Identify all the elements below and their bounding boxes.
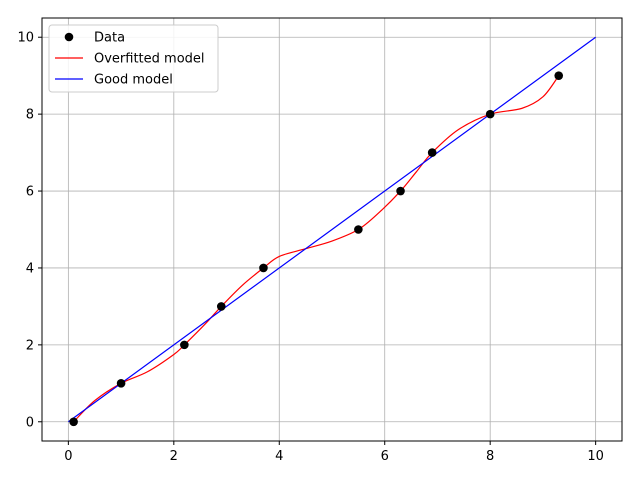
data-point xyxy=(485,109,495,119)
legend-label: Overfitted model xyxy=(94,52,205,67)
y-tick-label: 10 xyxy=(17,31,34,46)
legend-label: Good model xyxy=(94,73,173,88)
y-tick-label: 2 xyxy=(26,338,34,353)
x-tick-label: 0 xyxy=(64,449,72,464)
overfitted-model-line xyxy=(73,75,560,423)
legend: Data Overfitted model Good model xyxy=(48,24,219,93)
data-point xyxy=(216,302,226,311)
axis-ticks: 0 2 4 6 8 10 0 2 4 6 8 10 xyxy=(17,31,603,464)
data-point xyxy=(259,263,268,273)
y-tick-label: 0 xyxy=(26,415,34,430)
plot-series xyxy=(68,36,596,427)
data-point xyxy=(69,417,78,427)
x-tick-label: 4 xyxy=(275,449,283,464)
x-tick-label: 10 xyxy=(587,449,604,464)
legend-box xyxy=(48,24,219,93)
x-tick-label: 6 xyxy=(381,449,389,464)
y-tick-label: 8 xyxy=(26,108,34,123)
data-point xyxy=(427,148,437,157)
plot-area-frame xyxy=(41,17,623,442)
y-tick-label: 6 xyxy=(26,185,34,200)
legend-label: Data xyxy=(94,31,125,46)
data-point xyxy=(396,186,405,196)
y-tick-label: 4 xyxy=(26,261,34,276)
legend-marker-data xyxy=(64,32,74,42)
data-point xyxy=(354,225,363,234)
data-point xyxy=(554,71,564,80)
x-tick-label: 2 xyxy=(170,449,178,464)
data-point xyxy=(180,340,189,350)
x-tick-label: 8 xyxy=(486,449,494,464)
data-point xyxy=(116,379,126,388)
good-model-line xyxy=(68,36,596,423)
